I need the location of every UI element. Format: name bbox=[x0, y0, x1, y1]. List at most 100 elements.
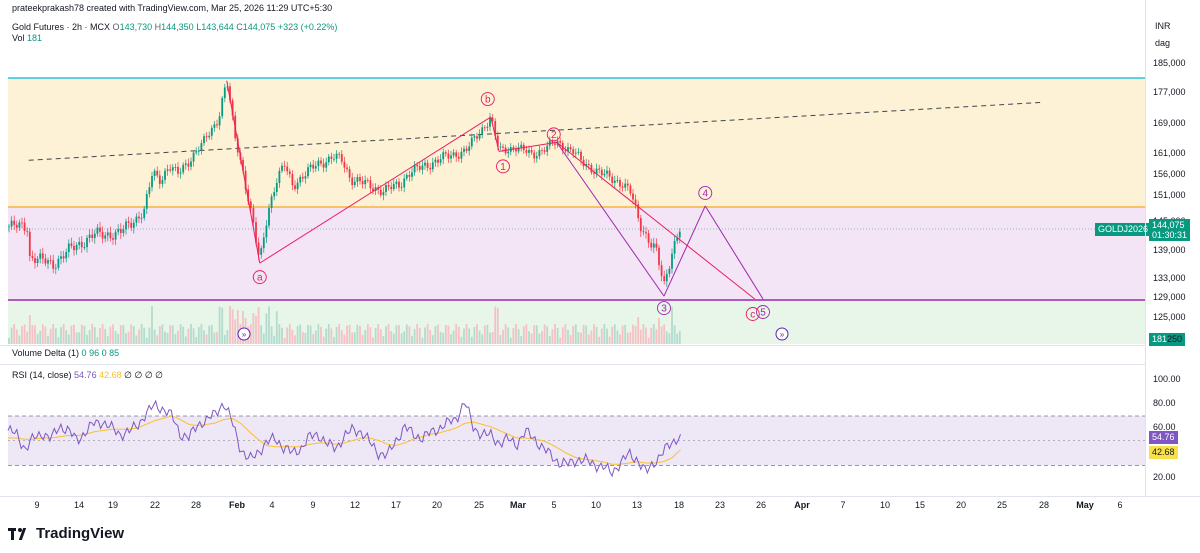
candle-body bbox=[590, 164, 593, 173]
candle-body bbox=[577, 151, 580, 153]
wave-label-b[interactable]: b bbox=[480, 92, 495, 106]
volume-bar bbox=[374, 328, 377, 344]
open-label: O bbox=[112, 22, 120, 32]
volume-bar bbox=[26, 331, 29, 344]
candle-body bbox=[49, 260, 52, 261]
volume-bar bbox=[60, 327, 62, 344]
forward-marker-2[interactable]: » bbox=[775, 327, 789, 341]
candle-body bbox=[62, 256, 65, 259]
volume-bar bbox=[88, 330, 91, 344]
candle-body bbox=[99, 227, 101, 232]
time-tick-label: 9 bbox=[34, 500, 40, 510]
volume-bar bbox=[179, 324, 182, 344]
volume-bar bbox=[15, 329, 18, 344]
volume-bar bbox=[213, 332, 216, 344]
wave-lines[interactable] bbox=[226, 80, 764, 300]
volume-bar bbox=[242, 311, 244, 344]
volume-bar bbox=[70, 325, 73, 344]
candle-body bbox=[39, 253, 42, 259]
dashed-trendline[interactable] bbox=[28, 101, 1044, 161]
candle-body bbox=[112, 238, 114, 240]
volume-bar bbox=[538, 333, 541, 344]
volume-bar bbox=[346, 325, 348, 344]
candle-body bbox=[468, 146, 471, 151]
volume-bar bbox=[387, 324, 390, 344]
wave-label-5[interactable]: 5 bbox=[756, 305, 770, 319]
candle-body bbox=[660, 265, 663, 277]
volume-bar bbox=[369, 327, 372, 344]
volume-bar bbox=[140, 324, 143, 344]
candle-body bbox=[665, 273, 668, 282]
wave-label-circle bbox=[657, 301, 671, 316]
candle-body bbox=[161, 179, 164, 184]
wave-label-a[interactable]: a bbox=[252, 270, 267, 285]
candle-body bbox=[642, 231, 645, 233]
volume-bar bbox=[361, 334, 364, 344]
wave-label-3[interactable]: 3 bbox=[657, 301, 671, 316]
candle-body bbox=[528, 150, 530, 153]
candle-body bbox=[606, 170, 608, 174]
volume-bar bbox=[47, 336, 49, 344]
candle-body bbox=[190, 161, 192, 167]
candle-body bbox=[486, 126, 489, 128]
candle-body bbox=[512, 147, 515, 150]
candle-body bbox=[655, 243, 658, 248]
candle-body bbox=[499, 146, 502, 148]
wave-label-2[interactable]: 2 bbox=[546, 127, 561, 142]
candle-body bbox=[382, 192, 385, 196]
rsi-legend-value: 54.76 bbox=[74, 370, 97, 380]
volume-bar bbox=[117, 333, 120, 344]
forward-marker-1[interactable]: » bbox=[237, 327, 251, 341]
volume-bar bbox=[28, 315, 31, 344]
candle-body bbox=[244, 170, 247, 190]
volume-bar bbox=[426, 324, 429, 344]
candle-body bbox=[671, 253, 673, 269]
volume-bar bbox=[613, 324, 616, 344]
candle-body bbox=[632, 193, 634, 200]
volume-bar bbox=[275, 311, 278, 344]
rsi-legend[interactable]: RSI (14, close) 54.76 42.68 ∅ ∅ ∅ ∅ bbox=[12, 370, 163, 381]
volume-delta-legend[interactable]: Volume Delta (1) 0 96 0 85 bbox=[12, 348, 119, 358]
candle-body bbox=[429, 167, 432, 170]
candle-body bbox=[564, 150, 567, 152]
pane-divider-1[interactable] bbox=[0, 345, 1145, 346]
tradingview-logo[interactable]: TradingView bbox=[8, 525, 124, 542]
volume-delta-v2: 96 bbox=[89, 348, 100, 358]
rsi-line[interactable] bbox=[7, 399, 681, 478]
unit-label[interactable]: dag bbox=[1155, 38, 1171, 48]
volume-bar bbox=[158, 326, 161, 344]
volume-bar bbox=[299, 324, 302, 344]
volume-bar bbox=[86, 334, 88, 344]
rsi-ma-line[interactable] bbox=[8, 415, 681, 465]
volume-bar bbox=[174, 334, 177, 344]
candle-body bbox=[678, 231, 681, 238]
price-chart[interactable]: a b 1 2 3 4 c 5 » » bbox=[0, 0, 1146, 345]
pane-divider-2[interactable] bbox=[0, 364, 1145, 365]
rsi-value-tag: 54.76 bbox=[1149, 431, 1178, 444]
candle-body bbox=[21, 222, 23, 224]
volume-bar bbox=[395, 325, 398, 344]
wave-label-1[interactable]: 1 bbox=[496, 159, 510, 174]
volume-delta-v1: 0 bbox=[81, 348, 87, 358]
zone-top bbox=[8, 78, 1145, 207]
high-value: 144,350 bbox=[161, 22, 194, 32]
wave-label-4[interactable]: 4 bbox=[698, 186, 713, 200]
volume-bar bbox=[125, 333, 127, 344]
rsi-chart[interactable] bbox=[0, 365, 1146, 496]
time-tick-label: 15 bbox=[914, 500, 926, 510]
candle-body bbox=[166, 169, 169, 171]
candle-body bbox=[676, 237, 679, 241]
candle-body bbox=[507, 151, 510, 154]
volume-bar bbox=[437, 324, 439, 344]
candle-body bbox=[205, 136, 208, 138]
candle-body bbox=[567, 147, 569, 152]
wave-label-c[interactable]: c bbox=[745, 307, 760, 321]
candle-body bbox=[164, 170, 166, 180]
wave-labels[interactable]: a b 1 2 3 4 c 5 bbox=[252, 92, 770, 321]
volume-bar bbox=[8, 338, 10, 344]
currency-label[interactable]: INR bbox=[1155, 21, 1171, 31]
candle-body bbox=[148, 187, 151, 194]
candle-body bbox=[275, 183, 278, 193]
volume-bar bbox=[512, 327, 515, 344]
wave-label-circle bbox=[745, 307, 760, 321]
